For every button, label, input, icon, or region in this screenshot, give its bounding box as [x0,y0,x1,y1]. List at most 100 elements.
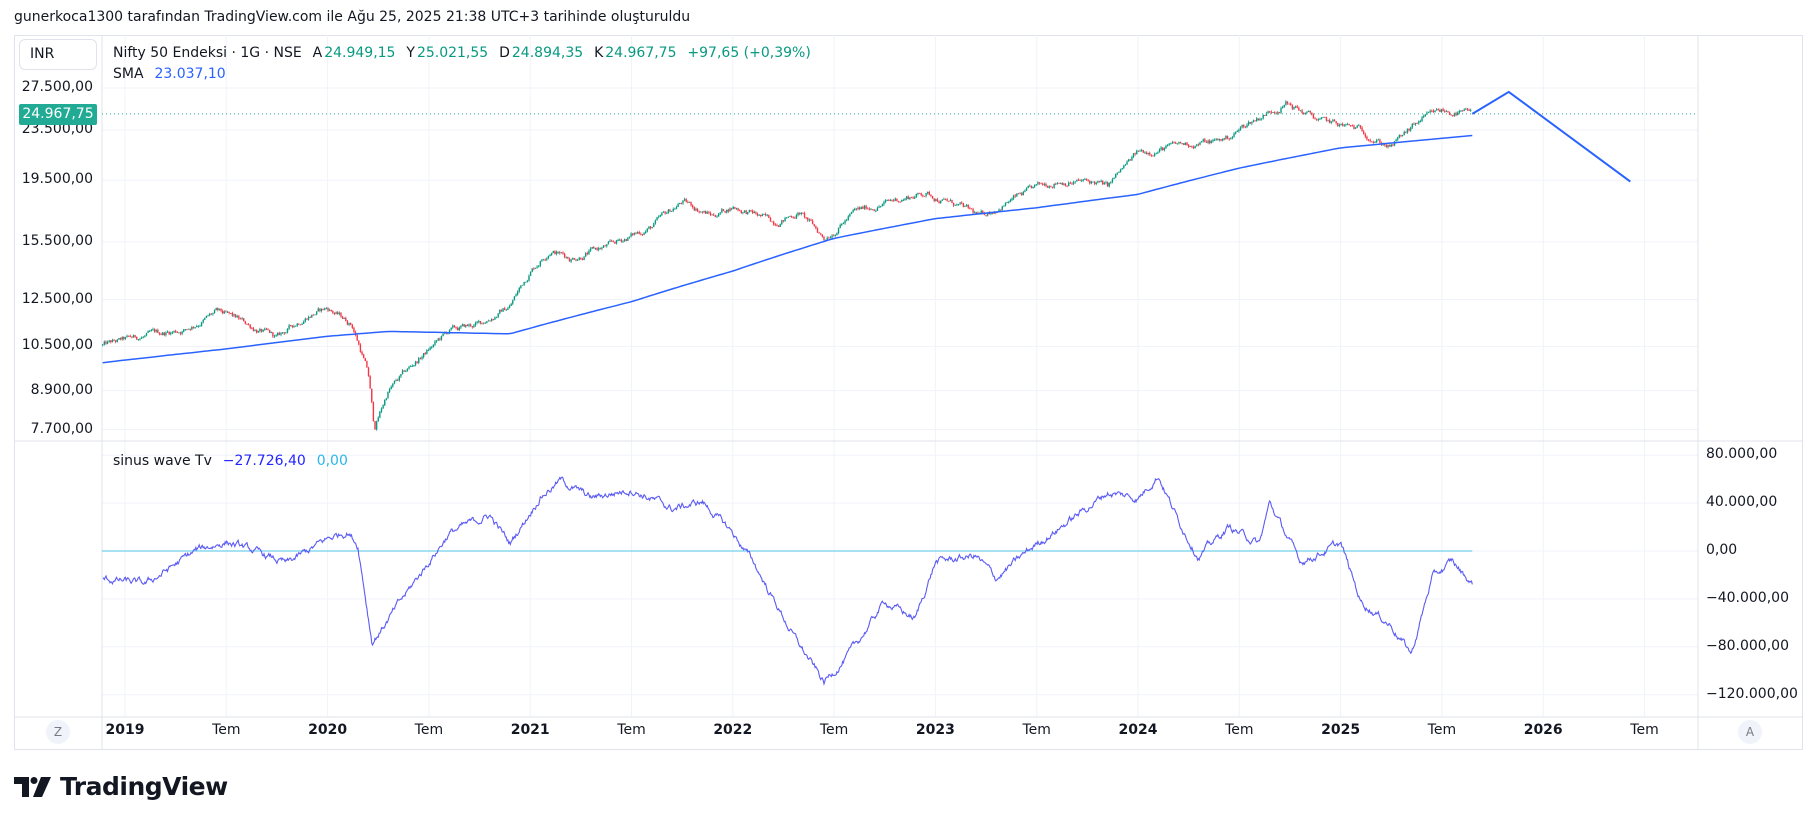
candle-body [228,311,230,313]
candle-body [738,210,741,212]
candle-body [358,340,360,345]
candle-body [183,329,185,332]
candle-body [1137,150,1140,152]
candle-body [1017,193,1020,195]
candle-body [823,236,825,240]
candle-body [251,327,253,329]
candle-body [471,326,473,328]
candle-body [1275,112,1277,114]
candle-body [139,338,141,340]
candle-body [1093,181,1096,184]
candle-body [892,200,895,202]
candle-body [1322,116,1324,118]
candle-body [735,208,738,210]
candle-body [1097,181,1099,183]
candle-body [262,329,264,332]
candle-body [938,201,940,204]
candle-body [773,221,775,225]
candle-body [617,239,619,241]
candle-body [633,233,636,235]
candle-body [628,236,631,238]
candle-body [275,335,277,337]
candle-body [123,337,125,339]
candle-body [1406,128,1409,133]
candle-body [745,210,747,214]
candle-body [236,316,238,318]
candle-body [208,313,211,316]
candle-body [849,213,851,217]
candle-body [939,200,942,204]
candle-body [1231,136,1234,139]
candle-body [387,391,389,399]
currency-button[interactable]: INR [19,39,97,70]
candle-body [727,209,730,212]
candle-body [512,300,514,304]
candle-body [1455,112,1457,116]
candle-body [267,329,269,331]
candle-body [1071,183,1073,185]
low-label: D [499,45,510,61]
candle-body [982,210,984,214]
candle-body [384,400,386,406]
candle-body [805,217,807,218]
candle-body [1291,105,1294,109]
candle-body [1220,139,1222,141]
candle-body [442,333,444,336]
sma-label[interactable]: SMA [113,66,144,82]
candle-body [255,330,258,333]
candle-body [677,204,679,208]
candle-body [609,240,611,242]
candle-body [1189,145,1191,147]
candle-body [596,248,598,250]
candle-body [413,365,415,366]
indicator-name[interactable]: sinus wave Tv [113,453,212,469]
candle-body [1424,114,1426,117]
candle-body [1202,139,1204,142]
candle-body [594,248,597,249]
candle-body [679,203,681,205]
tradingview-logo[interactable]: TradingView [14,772,228,801]
candle-body [1320,117,1323,120]
candle-body [510,303,512,307]
candle-body [901,200,903,202]
candle-body [466,325,469,326]
candle-body [899,201,901,203]
candle-body [165,332,167,336]
candle-body [714,215,717,217]
candle-body [1095,182,1097,184]
candle-body [568,258,571,262]
candle-body [335,312,337,314]
symbol-title[interactable]: Nifty 50 Endeksi · 1G · NSE [113,45,302,61]
candle-body [544,259,546,261]
candle-body [1337,122,1339,126]
candle-body [643,232,645,235]
candle-body [1390,144,1392,147]
candle-body [1058,182,1060,184]
auto-scale-button-a[interactable]: A [1738,720,1762,744]
candle-body [884,200,887,203]
candle-body [875,210,877,212]
candle-body [957,204,960,205]
candle-body [1458,110,1461,113]
log-scale-button-z[interactable]: Z [46,720,70,744]
candle-body [646,228,649,232]
tradingview-logo-icon [14,776,51,797]
candle-body [380,408,383,412]
time-axis-tick: 2025 [1321,722,1361,738]
candle-body [346,321,349,325]
candle-body [813,224,815,226]
candle-body [784,217,786,221]
candle-body [933,198,935,201]
candle-body [1260,118,1263,120]
candle-body [479,320,482,324]
high-value: 25.021,55 [416,45,489,61]
candle-body [356,335,358,341]
candle-body [978,212,981,214]
candle-body [163,332,166,336]
candle-body [743,210,746,213]
candle-body [494,317,496,320]
candle-body [991,213,994,214]
candle-body [1460,110,1462,112]
candle-body [704,211,707,214]
